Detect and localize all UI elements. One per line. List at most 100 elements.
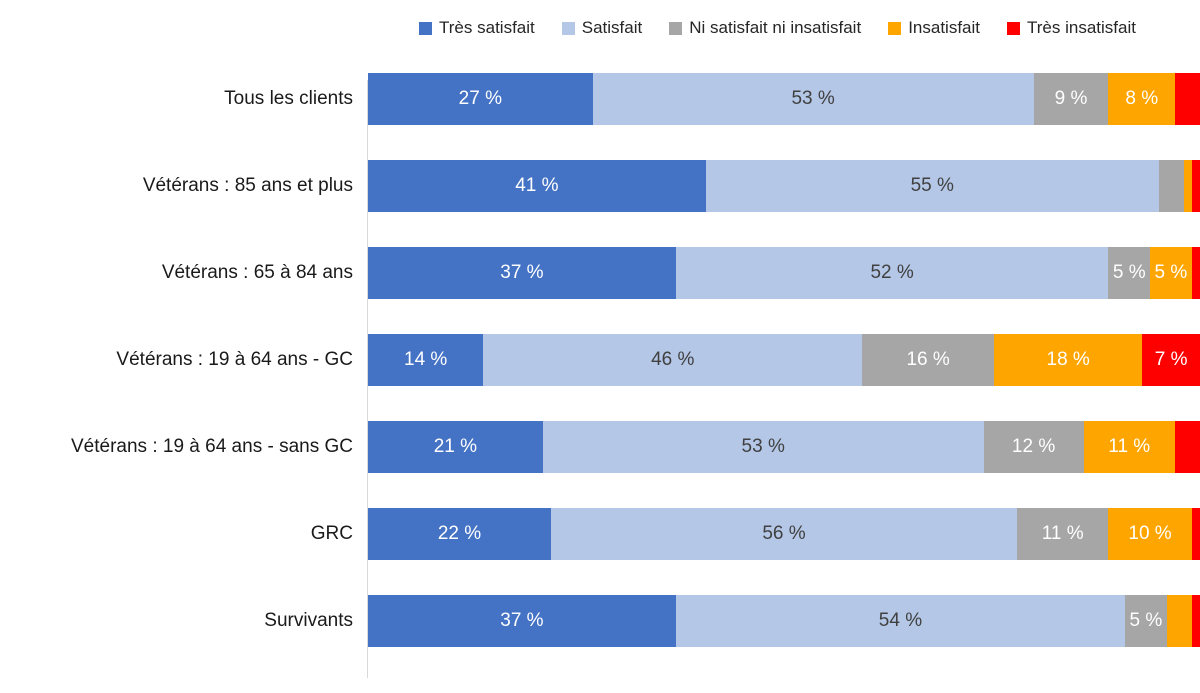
legend-item: Très insatisfait <box>1007 18 1136 38</box>
chart-row: Tous les clients 27 % 53 % 9 % 8 % <box>0 73 1200 125</box>
bar-segment: 21 % <box>368 421 543 473</box>
legend-swatch <box>419 21 433 35</box>
bar-segment <box>1175 73 1200 125</box>
category-label: Vétérans : 85 ans et plus <box>142 175 353 196</box>
bar-segment: 55 % <box>705 160 1159 212</box>
data-label: 22 % <box>437 523 482 544</box>
data-label: 21 % <box>433 436 478 457</box>
category-label: Tous les clients <box>224 88 353 109</box>
data-label: 10 % <box>1128 523 1172 544</box>
data-label: 55 % <box>910 175 954 196</box>
bar-segment: 16 % <box>862 334 995 386</box>
bar-segment <box>1158 160 1184 212</box>
bar-segment <box>1191 595 1200 647</box>
bar-segment <box>1191 508 1200 560</box>
bar-track: 22 % 56 % 11 % 10 % <box>368 508 1200 560</box>
bar-segment: 7 % <box>1142 334 1200 386</box>
data-label: 9 % <box>1054 88 1088 109</box>
bar-segment <box>1191 160 1200 212</box>
data-label: 46 % <box>651 349 695 370</box>
legend-label: Satisfait <box>581 18 643 37</box>
chart-row: GRC 22 % 56 % 11 % 10 % <box>0 508 1200 560</box>
bar-segment: 46 % <box>483 334 863 386</box>
chart-row: Vétérans : 85 ans et plus 41 % 55 % <box>0 160 1200 212</box>
bar-track: 37 % 52 % 5 % 5 % <box>368 247 1200 299</box>
data-label: 27 % <box>458 88 502 109</box>
bar-segment: 53 % <box>542 421 984 473</box>
data-label: 54 % <box>878 610 923 631</box>
data-label: 5 % <box>1129 610 1163 631</box>
bar-track: 41 % 55 % <box>368 160 1200 212</box>
legend-item: Satisfait <box>561 18 643 38</box>
data-label: 16 % <box>906 349 950 370</box>
bar-segment: 53 % <box>592 73 1034 125</box>
bar-segment: 18 % <box>994 334 1143 386</box>
bar-track: 21 % 53 % 12 % 11 % <box>368 421 1200 473</box>
bar-segment: 10 % <box>1108 508 1192 560</box>
bar-track: 14 % 46 % 16 % 18 % 7 % <box>368 334 1200 386</box>
chart-row: Vétérans : 19 à 64 ans - GC 14 % 46 % 16 % 1… <box>0 334 1200 386</box>
chart-row: Vétérans : 65 à 84 ans 37 % 52 % 5 % 5 % <box>0 247 1200 299</box>
legend-label: Ni satisfait ni insatisfait <box>689 18 862 37</box>
bar-track: 37 % 54 % 5 % <box>368 595 1200 647</box>
data-label: 53 % <box>791 88 835 109</box>
bar-segment: 37 % <box>368 247 676 299</box>
bar-segment: 9 % <box>1033 73 1109 125</box>
data-label: 11 % <box>1041 523 1084 544</box>
category-label: GRC <box>310 523 353 544</box>
bar-segment: 5 % <box>1150 247 1192 299</box>
bar-segment <box>1166 595 1192 647</box>
legend-item: Insatisfait <box>888 18 980 38</box>
bar-segment: 27 % <box>368 73 593 125</box>
satisfaction-stacked-bar-chart: Très satisfait Satisfait Ni satisfait ni i… <box>0 18 1200 678</box>
bar-segment <box>1191 247 1200 299</box>
data-label: 11 % <box>1108 436 1151 457</box>
legend-label: Insatisfait <box>908 18 980 37</box>
bar-segment <box>1183 160 1192 212</box>
category-label: Vétérans : 65 à 84 ans <box>161 262 353 283</box>
chart-legend: Très satisfait Satisfait Ni satisfait ni i… <box>355 18 1200 38</box>
legend-swatch <box>1007 21 1020 35</box>
bar-segment: 11 % <box>1083 421 1176 473</box>
data-label: 5 % <box>1154 262 1188 283</box>
legend-item: Très satisfait <box>419 18 535 38</box>
bar-segment: 5 % <box>1125 595 1167 647</box>
chart-row: Survivants 37 % 54 % 5 % <box>0 595 1200 647</box>
data-label: 8 % <box>1125 88 1159 109</box>
bar-segment: 52 % <box>675 247 1109 299</box>
bar-segment: 37 % <box>368 595 676 647</box>
bar-segment: 54 % <box>675 595 1126 647</box>
bar-segment: 56 % <box>551 508 1017 560</box>
category-label: Vétérans : 19 à 64 ans - sans GC <box>71 436 353 457</box>
data-label: 12 % <box>1011 436 1056 457</box>
data-label: 56 % <box>762 523 806 544</box>
data-label: 7 % <box>1154 349 1188 370</box>
bar-track: 27 % 53 % 9 % 8 % <box>368 73 1200 125</box>
legend-label: Très satisfait <box>439 18 535 37</box>
data-label: 5 % <box>1112 262 1146 283</box>
bar-segment: 14 % <box>368 334 484 386</box>
bar-segment: 22 % <box>368 508 552 560</box>
data-label: 18 % <box>1046 349 1090 370</box>
data-label: 41 % <box>515 175 559 196</box>
data-label: 53 % <box>741 436 785 457</box>
y-axis-line <box>367 80 368 678</box>
data-label: 14 % <box>404 349 448 370</box>
data-label: 37 % <box>500 610 544 631</box>
bar-segment: 8 % <box>1108 73 1175 125</box>
legend-swatch <box>888 21 902 35</box>
legend-swatch <box>561 21 575 35</box>
legend-swatch <box>669 21 683 35</box>
legend-item: Ni satisfait ni insatisfait <box>669 18 861 38</box>
category-label: Survivants <box>264 610 353 631</box>
category-label: Vétérans : 19 à 64 ans - GC <box>116 349 353 370</box>
bar-segment: 11 % <box>1016 508 1109 560</box>
chart-row: Vétérans : 19 à 64 ans - sans GC 21 % 53 %… <box>0 421 1200 473</box>
bar-segment: 12 % <box>983 421 1084 473</box>
bar-segment: 5 % <box>1108 247 1151 299</box>
bar-segment <box>1175 421 1200 473</box>
bar-segment: 41 % <box>368 160 706 212</box>
data-label: 37 % <box>500 262 544 283</box>
chart-rows: Tous les clients 27 % 53 % 9 % 8 % Vétérans :… <box>0 73 1200 647</box>
data-label: 52 % <box>870 262 914 283</box>
